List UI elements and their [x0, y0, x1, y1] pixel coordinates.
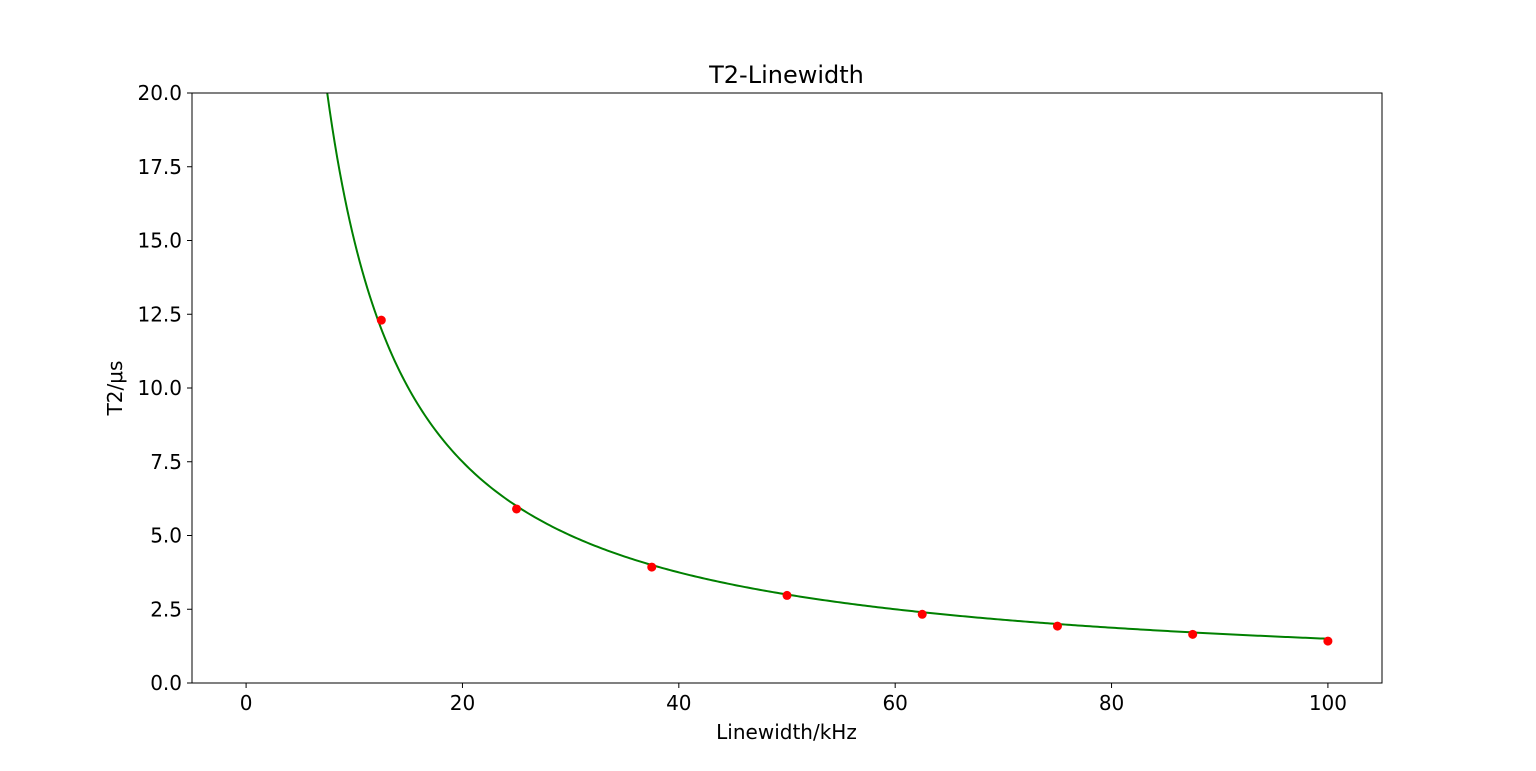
x-tick-label: 40 [666, 691, 691, 715]
x-tick-label: 100 [1309, 691, 1347, 715]
data-point [512, 504, 522, 514]
data-point [647, 562, 657, 572]
y-tick-label: 7.5 [150, 450, 182, 474]
data-point [1323, 636, 1333, 646]
fit-curve-line [326, 93, 1328, 640]
y-tick-label: 17.5 [137, 155, 182, 179]
x-tick-label: 0 [240, 691, 253, 715]
y-tick-label: 15.0 [137, 229, 182, 253]
plot-area [191, 92, 1383, 684]
y-tick-label: 12.5 [137, 302, 182, 326]
y-tick-label: 2.5 [150, 597, 182, 621]
x-axis-label: Linewidth/kHz [716, 720, 857, 744]
data-point [1188, 629, 1198, 639]
x-tick-label: 60 [882, 691, 907, 715]
x-tick-label: 80 [1099, 691, 1124, 715]
y-tick-label: 0.0 [150, 671, 182, 695]
x-tick-label: 20 [450, 691, 475, 715]
data-point [376, 315, 386, 325]
y-axis: 0.0 2.5 5.0 7.5 10.0 12.5 15.0 17.5 20.0 [137, 81, 192, 695]
data-point [1052, 621, 1062, 631]
data-point [782, 590, 792, 600]
x-axis: 0 20 40 60 80 100 [240, 683, 1347, 715]
y-axis-label: T2/μs [103, 361, 127, 417]
y-tick-label: 5.0 [150, 524, 182, 548]
chart-title: T2-Linewidth [708, 61, 864, 89]
data-point [917, 609, 927, 619]
y-tick-label: 10.0 [137, 376, 182, 400]
y-tick-label: 20.0 [137, 81, 182, 105]
